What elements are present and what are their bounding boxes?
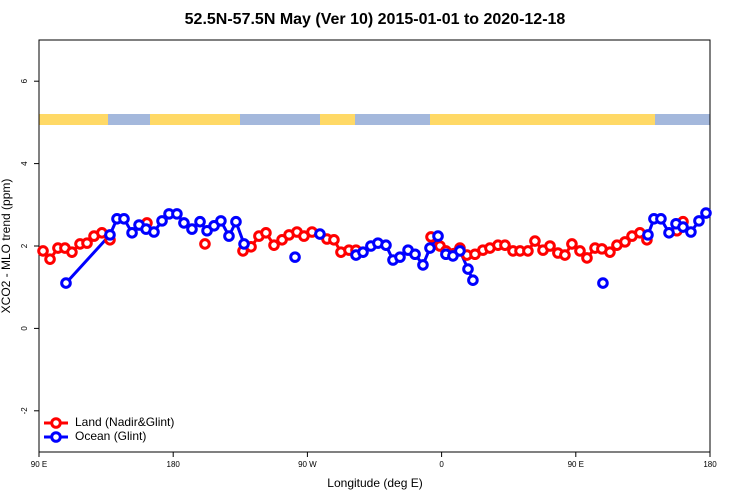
data-point xyxy=(223,230,235,242)
y-tick-label: 4 xyxy=(20,161,29,166)
chart-title: 52.5N-57.5N May (Ver 10) 2015-01-01 to 2… xyxy=(185,11,566,28)
data-point xyxy=(171,208,183,220)
data-point xyxy=(642,229,654,241)
data-point xyxy=(118,213,130,225)
x-tick-label: 90 W xyxy=(298,460,317,469)
data-point xyxy=(238,238,250,250)
data-point xyxy=(260,227,272,239)
data-point xyxy=(268,239,280,251)
data-point xyxy=(619,236,631,248)
data-point xyxy=(597,277,609,289)
data-point xyxy=(314,228,326,240)
x-tick-label: 90 E xyxy=(568,460,584,469)
data-point xyxy=(394,251,406,263)
data-point xyxy=(559,249,571,261)
data-point xyxy=(60,277,72,289)
data-point xyxy=(544,240,556,252)
data-point xyxy=(230,215,242,228)
x-axis-label: Longitude (deg E) xyxy=(327,476,422,490)
y-tick-label: 0 xyxy=(20,326,29,331)
legend-marker xyxy=(50,431,62,443)
y-tick-label: 2 xyxy=(20,243,29,248)
data-point xyxy=(700,207,712,219)
data-point xyxy=(522,245,534,257)
data-point xyxy=(462,263,474,275)
data-point xyxy=(289,251,301,263)
data-point xyxy=(215,215,227,227)
data-point xyxy=(66,246,78,258)
data-point xyxy=(677,221,689,233)
data-point xyxy=(156,215,168,227)
data-point xyxy=(104,229,116,241)
data-point xyxy=(693,215,705,227)
data-point xyxy=(44,253,56,265)
data-point xyxy=(178,217,190,229)
x-tick-label: 180 xyxy=(167,460,181,469)
data-point xyxy=(328,234,340,246)
data-point xyxy=(424,242,436,254)
land-mask-strip xyxy=(39,114,710,125)
data-point xyxy=(409,248,421,261)
data-point xyxy=(126,227,138,239)
y-axis-label: XCO2 - MLO trend (ppm) xyxy=(0,179,13,314)
data-point xyxy=(499,239,511,251)
legend-label: Ocean (Glint) xyxy=(75,429,146,443)
data-point xyxy=(148,226,160,238)
data-point xyxy=(655,213,667,225)
data-point xyxy=(37,245,49,257)
data-point xyxy=(529,235,541,247)
data-point xyxy=(81,237,93,249)
x-tick-label: 0 xyxy=(439,460,444,469)
data-point xyxy=(685,226,697,238)
data-point xyxy=(467,274,479,286)
y-tick-label: 6 xyxy=(20,78,29,83)
data-point xyxy=(581,252,593,264)
legend-label: Land (Nadir&Glint) xyxy=(75,415,174,429)
data-point xyxy=(604,246,616,258)
data-point xyxy=(454,245,466,257)
x-tick-label: 180 xyxy=(703,460,717,469)
data-point xyxy=(566,238,578,250)
legend-marker xyxy=(50,417,62,429)
data-point xyxy=(186,223,198,235)
data-point xyxy=(199,238,211,250)
y-tick-label: -2 xyxy=(20,407,29,415)
data-point xyxy=(194,215,206,228)
data-point xyxy=(380,239,392,251)
data-point xyxy=(432,230,444,242)
data-point xyxy=(357,246,369,258)
data-point xyxy=(417,259,429,271)
data-point xyxy=(663,227,675,239)
x-tick-label: 90 E xyxy=(31,460,47,469)
data-point xyxy=(574,245,586,257)
